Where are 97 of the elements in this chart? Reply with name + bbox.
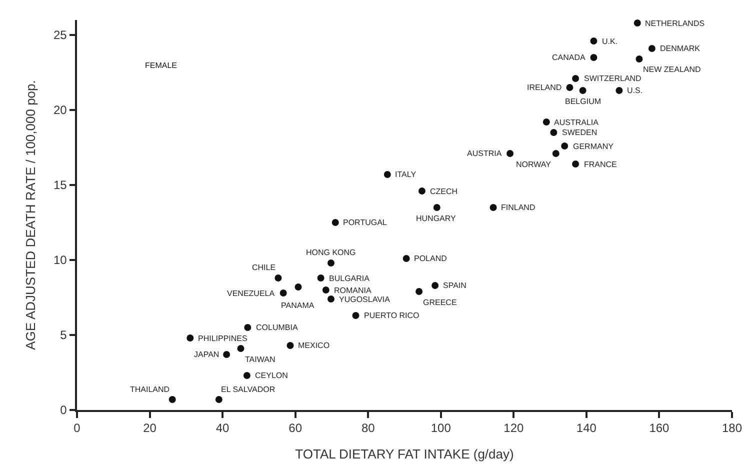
point <box>579 87 586 94</box>
point <box>280 290 287 296</box>
annotation: AUSTRALIA <box>554 118 600 127</box>
point <box>561 142 568 150</box>
point <box>322 286 330 294</box>
point <box>506 150 514 157</box>
x-tick-label: 100 <box>430 421 452 436</box>
point <box>490 204 497 211</box>
annotation: THAILAND <box>130 385 170 394</box>
point <box>572 75 580 82</box>
annotation: CZECH <box>430 187 458 196</box>
point <box>286 342 294 349</box>
annotation: ITALY <box>395 170 417 179</box>
y-tick-label: 25 <box>53 28 68 42</box>
annotation: EL SALVADOR <box>221 385 276 394</box>
annotation: MEXICO <box>298 341 330 350</box>
annotation: TAIWAN <box>245 355 276 364</box>
annotation: FINLAND <box>501 203 536 212</box>
annotation: DENMARK <box>660 44 701 53</box>
annotation: SWEDEN <box>562 128 598 137</box>
point <box>186 334 194 342</box>
point <box>572 160 580 168</box>
point <box>223 351 230 358</box>
point <box>542 118 550 126</box>
annotation: YUGOSLAVIA <box>339 295 391 304</box>
point <box>327 260 334 266</box>
x-tick-label: 40 <box>216 421 230 436</box>
annotation: GREECE <box>423 298 457 307</box>
point <box>648 45 656 52</box>
y-axis-title: AGE ADJUSTED DEATH RATE / 100,000 pop. <box>22 80 38 350</box>
y-tick-label: 10 <box>53 253 68 268</box>
point <box>636 56 643 62</box>
point <box>332 219 339 226</box>
point <box>550 129 558 136</box>
point <box>433 204 440 211</box>
annotation: GERMANY <box>573 142 614 151</box>
point <box>317 274 324 282</box>
y-tick-label: 5 <box>60 328 68 342</box>
annotation: U.S. <box>627 86 643 95</box>
annotation: ROMANIA <box>334 286 372 295</box>
annotation: AUSTRIA <box>467 149 502 158</box>
annotation: FRANCE <box>584 160 617 169</box>
point <box>566 84 574 91</box>
annotation: PHILIPPINES <box>198 334 248 343</box>
point <box>616 87 623 94</box>
annotation: PANAMA <box>281 301 315 310</box>
point <box>384 171 391 178</box>
annotation: SWITZERLAND <box>584 74 642 83</box>
point <box>274 274 282 282</box>
point <box>590 38 598 44</box>
point <box>402 255 410 262</box>
y-tick-label: 0 <box>60 403 68 418</box>
annotation: CANADA <box>552 53 586 62</box>
point <box>243 372 250 379</box>
y-tick-label: 20 <box>53 103 68 118</box>
annotation: HUNGARY <box>416 214 457 223</box>
annotation: SPAIN <box>443 281 467 290</box>
x-tick-label: 180 <box>722 421 742 436</box>
x-tick-label: 80 <box>361 421 376 436</box>
annotation: CHILE <box>252 263 276 272</box>
point <box>590 54 598 61</box>
y-tick-label: 15 <box>53 178 68 192</box>
annotation: BULGARIA <box>329 274 370 283</box>
annotation: NETHERLANDS <box>645 19 705 28</box>
annotation: NORWAY <box>516 160 552 169</box>
x-tick-label: 0 <box>74 421 81 436</box>
x-tick-label: 120 <box>504 421 524 436</box>
point <box>418 188 426 194</box>
x-axis-title: TOTAL DIETARY FAT INTAKE (g/day) <box>295 446 514 462</box>
point <box>168 396 176 403</box>
x-tick-label: 140 <box>576 421 597 436</box>
point <box>294 284 302 290</box>
point <box>237 345 244 352</box>
annotation: VENEZUELA <box>227 289 276 298</box>
annotation: JAPAN <box>194 350 220 359</box>
point <box>552 150 560 157</box>
annotation: COLUMBIA <box>256 323 298 332</box>
annotation: FEMALE <box>145 61 178 70</box>
x-tick-label: 60 <box>288 421 302 436</box>
annotation: POLAND <box>414 254 448 263</box>
annotation: U.K. <box>602 37 618 46</box>
point <box>416 288 423 295</box>
annotation: IRELAND <box>527 83 562 92</box>
point <box>432 282 439 289</box>
annotation: CEYLON <box>255 371 288 380</box>
x-tick-label: 160 <box>649 421 670 436</box>
point <box>352 312 360 319</box>
annotation: PUERTO RICO <box>364 311 420 320</box>
point <box>634 20 641 26</box>
annotation: HONG KONG <box>306 248 356 257</box>
point <box>327 296 334 302</box>
point <box>215 396 222 403</box>
annotation: BELGIUM <box>565 97 602 106</box>
x-tick-label: 20 <box>143 421 157 436</box>
point <box>244 324 252 331</box>
annotation: PORTUGAL <box>343 218 388 227</box>
annotation: NEW ZEALAND <box>643 65 702 74</box>
